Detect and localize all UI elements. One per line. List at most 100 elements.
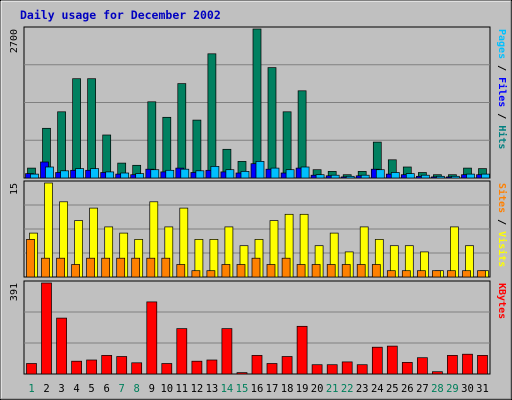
bar-kbytes-day-26 (401, 362, 413, 375)
bar-pages-day-14 (225, 169, 235, 179)
bar-pages-day-3 (60, 170, 69, 179)
bar-kbytes-day-14 (221, 328, 233, 375)
bar-pages-day-11 (180, 168, 190, 179)
bar-sites-day-28 (432, 270, 441, 278)
x-label-day-6: 6 (104, 383, 110, 395)
bar-pages-day-12 (195, 170, 205, 179)
bar-pages-day-22 (345, 175, 355, 179)
bar-sites-day-17 (266, 264, 276, 278)
bar-sites-day-9 (146, 257, 156, 278)
x-label-day-14: 14 (221, 383, 234, 395)
side-legend-kbytes: KBytes (496, 283, 507, 319)
x-label-day-3: 3 (58, 383, 64, 395)
x-label-day-24: 24 (371, 383, 384, 395)
bar-pages-day-20 (315, 174, 325, 179)
bar-hits-day-18 (282, 111, 292, 179)
bar-sites-day-15 (236, 264, 246, 278)
bar-kbytes-day-27 (417, 357, 428, 375)
side-legend-part: Hits (496, 125, 508, 149)
x-label-day-13: 13 (206, 383, 219, 395)
bar-pages-day-25 (390, 172, 400, 179)
bar-sites-day-2 (41, 257, 50, 278)
series-kbytes (26, 282, 488, 375)
bar-sites-day-1 (26, 239, 35, 278)
bar-kbytes-day-13 (206, 359, 218, 375)
bar-sites-day-20 (311, 264, 321, 278)
bar-sites-day-5 (86, 257, 95, 278)
bar-kbytes-day-29 (447, 355, 458, 375)
bar-sites-day-12 (191, 270, 201, 278)
bar-kbytes-day-17 (266, 363, 278, 375)
bar-sites-day-3 (56, 257, 65, 278)
x-label-day-16: 16 (251, 383, 264, 395)
x-label-day-18: 18 (281, 383, 294, 395)
bar-pages-day-4 (75, 168, 84, 179)
x-label-day-1: 1 (28, 383, 34, 395)
bar-pages-day-8 (135, 173, 145, 179)
bar-pages-day-27 (421, 174, 430, 179)
bar-hits-day-9 (147, 101, 157, 179)
series-sites (26, 239, 486, 278)
bar-sites-day-29 (447, 270, 456, 278)
bar-pages-day-17 (270, 167, 280, 179)
bar-pages-day-16 (255, 161, 265, 179)
x-label-day-9: 9 (149, 383, 155, 395)
bar-sites-day-27 (417, 270, 426, 278)
y-max-label-hits: 2700 (9, 29, 20, 53)
bar-kbytes-day-8 (131, 362, 143, 375)
bar-kbytes-day-28 (432, 371, 443, 375)
x-label-day-28: 28 (431, 383, 444, 395)
x-label-day-8: 8 (134, 383, 140, 395)
bar-kbytes-day-31 (477, 355, 488, 375)
bar-kbytes-day-20 (311, 364, 323, 375)
y-max-label-kbytes: 391 (9, 283, 20, 301)
x-label-day-21: 21 (326, 383, 339, 395)
bar-hits-day-13 (207, 53, 217, 179)
side-legend-part: Sites (496, 183, 508, 213)
bar-sites-day-14 (221, 264, 231, 278)
bar-pages-day-21 (330, 174, 340, 179)
bar-kbytes-day-5 (86, 359, 97, 375)
x-label-day-26: 26 (401, 383, 414, 395)
x-label-day-29: 29 (446, 383, 459, 395)
bar-sites-day-21 (326, 264, 336, 278)
x-label-day-12: 12 (191, 383, 204, 395)
side-legend-part: / (496, 59, 507, 77)
x-axis-day-labels: 1 2 3 4 5 6 7 8 9 10 11 12 13 14 15 16 17 18 19 20 21 22 23 24 2… (28, 383, 488, 395)
bar-sites-day-31 (477, 270, 486, 278)
bar-pages-day-23 (360, 174, 370, 179)
y-max-label-visits: 15 (9, 183, 20, 195)
bar-sites-day-11 (176, 264, 186, 278)
bar-kbytes-day-7 (116, 356, 128, 375)
bar-pages-day-2 (45, 166, 54, 179)
bar-pages-day-15 (240, 171, 250, 179)
side-legend-part: Files (496, 77, 508, 107)
panel-visits: 15 Sites / Visits (9, 180, 508, 278)
x-label-day-17: 17 (266, 383, 279, 395)
bar-pages-day-31 (481, 173, 490, 179)
bar-sites-day-7 (116, 257, 126, 278)
side-legend-part: Visits (496, 231, 508, 267)
bar-sites-day-16 (251, 257, 261, 278)
side-legend-hits: Pages / Files / Hits (496, 29, 508, 149)
bar-hits-day-3 (57, 111, 66, 179)
bar-pages-day-5 (90, 168, 99, 179)
bar-pages-day-18 (285, 169, 295, 179)
bar-kbytes-day-1 (26, 363, 37, 375)
bar-sites-day-6 (101, 257, 111, 278)
bar-pages-day-13 (210, 166, 220, 179)
bar-pages-day-9 (150, 169, 160, 179)
bar-hits-day-17 (267, 67, 277, 179)
bar-hits-day-5 (87, 78, 96, 179)
bar-kbytes-day-12 (191, 360, 203, 375)
bar-pages-day-30 (466, 173, 475, 179)
bar-hits-day-16 (252, 28, 262, 179)
bar-pages-day-1 (30, 173, 39, 179)
bar-pages-day-6 (105, 171, 115, 179)
bar-kbytes-day-21 (326, 364, 338, 375)
series-pages (30, 161, 490, 179)
bar-kbytes-day-4 (71, 360, 82, 375)
bar-pages-day-26 (405, 173, 415, 179)
x-label-day-7: 7 (119, 383, 125, 395)
